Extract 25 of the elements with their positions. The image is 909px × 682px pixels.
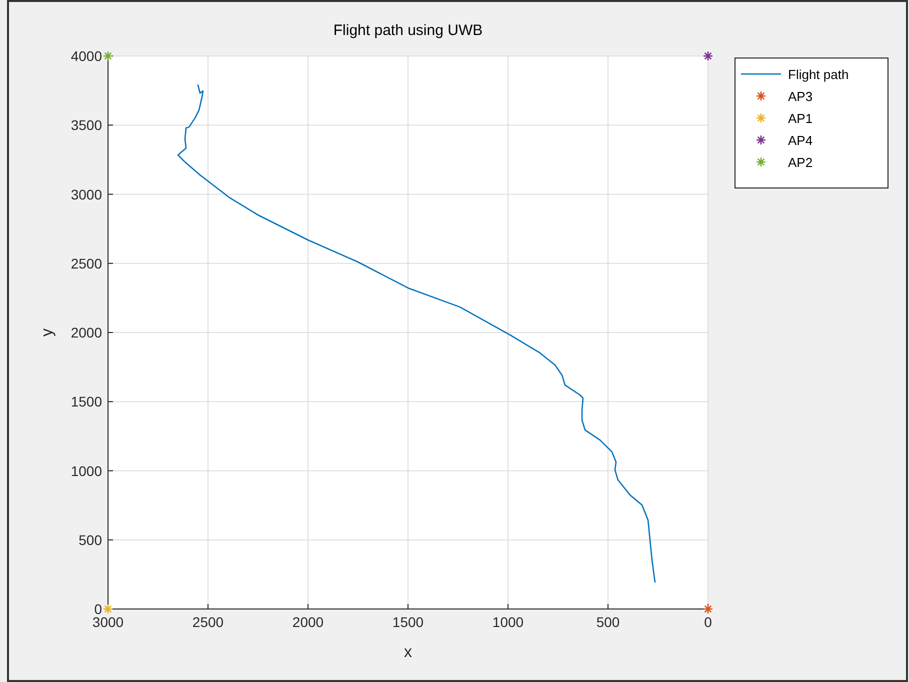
legend-label: Flight path — [788, 67, 849, 82]
y-tick-label: 1500 — [70, 394, 102, 410]
line-series — [177, 84, 656, 583]
x-tick-label: 1500 — [392, 614, 424, 630]
y-axis-title: y — [39, 328, 56, 336]
legend-label: AP3 — [788, 89, 813, 104]
y-tick-label: 2000 — [70, 324, 102, 340]
y-tick-label: 3000 — [70, 186, 102, 202]
x-tick-label: 2500 — [192, 614, 224, 630]
y-tick-label: 4000 — [70, 48, 102, 64]
x-tick-label: 2000 — [292, 614, 324, 630]
y-tick-label: 3500 — [70, 117, 102, 134]
y-tick-label: 500 — [78, 532, 102, 548]
legend-label: AP2 — [788, 155, 813, 170]
legend-label: AP4 — [788, 133, 813, 148]
x-tick-label: 3000 — [92, 614, 124, 630]
x-tick-label: 0 — [704, 614, 712, 630]
y-tick-label: 1000 — [70, 462, 102, 479]
y-tick-label: 2500 — [70, 255, 102, 272]
x-tick-label: 500 — [596, 614, 620, 630]
x-tick-label: 1000 — [492, 614, 524, 630]
y-tick-label: 0 — [94, 601, 102, 617]
chart-title: Flight path using UWB — [333, 22, 483, 39]
x-axis-title: x — [404, 644, 412, 661]
legend-label: AP1 — [788, 111, 813, 126]
